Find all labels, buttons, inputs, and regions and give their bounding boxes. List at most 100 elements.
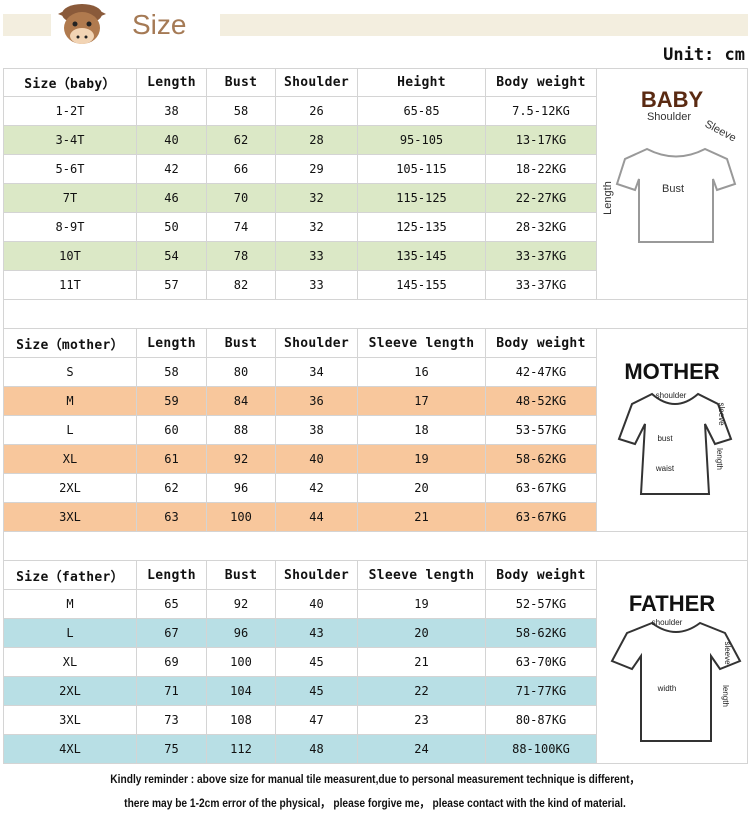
table-cell: 4XL: [3, 735, 137, 764]
table-cell: 16: [358, 358, 486, 387]
column-header: Shoulder: [276, 329, 358, 358]
table-cell: 7.5-12KG: [486, 97, 597, 126]
table-cell: 13-17KG: [486, 126, 597, 155]
table-cell: 69: [137, 648, 207, 677]
table-cell: 20: [358, 619, 486, 648]
blank-row: [3, 532, 748, 561]
figure-label: shoulder: [656, 391, 687, 400]
table-cell: 26: [276, 97, 358, 126]
table-cell: 74: [207, 213, 276, 242]
figure-label: sleeve: [723, 641, 732, 665]
figure-label: width: [657, 684, 677, 693]
table-cell: 75: [137, 735, 207, 764]
table-cell: 8-9T: [3, 213, 137, 242]
footer-note: there may be 1-2cm error of the physical…: [124, 796, 626, 810]
figure-title: FATHER: [629, 591, 715, 616]
table-cell: 112: [207, 735, 276, 764]
table-cell: 47: [276, 706, 358, 735]
table-cell: 40: [137, 126, 207, 155]
table-cell: S: [3, 358, 137, 387]
table-cell: 96: [207, 619, 276, 648]
banner-bar: [3, 14, 51, 36]
table-cell: 36: [276, 387, 358, 416]
cow-icon: [58, 4, 106, 44]
figure-label: bust: [657, 434, 673, 443]
footer-note: Kindly reminder : above size for manual …: [110, 772, 640, 786]
figure-label: length: [721, 685, 730, 707]
figure-label: Bust: [662, 183, 684, 195]
table-cell: 43: [276, 619, 358, 648]
table-cell: 22-27KG: [486, 184, 597, 213]
table-cell: 48: [276, 735, 358, 764]
table-cell: 42-47KG: [486, 358, 597, 387]
blank-row: [3, 300, 748, 329]
figure-label: waist: [655, 464, 675, 473]
table-cell: XL: [3, 648, 137, 677]
column-header: Body weight: [486, 68, 597, 97]
table-cell: 38: [276, 416, 358, 445]
table-cell: 20: [358, 474, 486, 503]
table-cell: 84: [207, 387, 276, 416]
table-cell: M: [3, 387, 137, 416]
table-cell: 58: [207, 97, 276, 126]
figure-cell: MOTHER shoulder sleeve bust waist length: [597, 329, 748, 532]
table-cell: 19: [358, 445, 486, 474]
table-cell: 2XL: [3, 677, 137, 706]
table-cell: 45: [276, 648, 358, 677]
figure: MOTHER shoulder sleeve bust waist length: [617, 359, 733, 495]
column-header: Length: [137, 329, 207, 358]
column-header: Sleeve length: [358, 561, 486, 590]
table-cell: 23: [358, 706, 486, 735]
header-banner: Size Unit: cm: [3, 4, 748, 65]
figure-label: sleeve: [717, 402, 726, 426]
figure-label: Shoulder: [647, 111, 691, 123]
figure-label: length: [715, 448, 724, 470]
table-cell: 29: [276, 155, 358, 184]
table-cell: 21: [358, 648, 486, 677]
table-cell: 59: [137, 387, 207, 416]
column-header: Sleeve length: [358, 329, 486, 358]
table-cell: 63-67KG: [486, 503, 597, 532]
column-header: Bust: [207, 561, 276, 590]
table-cell: 52-57KG: [486, 590, 597, 619]
table-cell: 70: [207, 184, 276, 213]
table-cell: 33: [276, 271, 358, 300]
table-cell: 78: [207, 242, 276, 271]
table-cell: 65: [137, 590, 207, 619]
table-cell: 92: [207, 445, 276, 474]
table-cell: 32: [276, 184, 358, 213]
column-header: Body weight: [486, 561, 597, 590]
table-cell: 28: [276, 126, 358, 155]
figure: FATHER shoulder sleeve width length: [610, 591, 742, 742]
unit-label: Unit: cm: [663, 45, 745, 65]
column-header: Height: [358, 68, 486, 97]
table-cell: 2XL: [3, 474, 137, 503]
table-cell: 11T: [3, 271, 137, 300]
figure-title: MOTHER: [624, 359, 719, 384]
table-cell: 48-52KG: [486, 387, 597, 416]
table-cell: 18: [358, 416, 486, 445]
figure-label: shoulder: [652, 618, 683, 627]
table-cell: 3XL: [3, 503, 137, 532]
column-header: Body weight: [486, 329, 597, 358]
column-header: Bust: [207, 68, 276, 97]
table-cell: 33: [276, 242, 358, 271]
table-cell: 40: [276, 445, 358, 474]
column-header: Size（mother）: [3, 329, 137, 358]
table-cell: 33-37KG: [486, 242, 597, 271]
table-cell: 1-2T: [3, 97, 137, 126]
table-cell: 105-115: [358, 155, 486, 184]
column-header: Length: [137, 561, 207, 590]
table-cell: 135-145: [358, 242, 486, 271]
table-cell: 19: [358, 590, 486, 619]
table-cell: 71: [137, 677, 207, 706]
figure-cell: BABY Shoulder Sleeve Length Bust: [597, 68, 748, 300]
table-cell: 38: [137, 97, 207, 126]
banner-bar: [220, 14, 748, 36]
figure-cell: FATHER shoulder sleeve width length: [597, 561, 748, 764]
column-header: Bust: [207, 329, 276, 358]
table-cell: XL: [3, 445, 137, 474]
table-cell: 46: [137, 184, 207, 213]
table-cell: 45: [276, 677, 358, 706]
column-header: Length: [137, 68, 207, 97]
